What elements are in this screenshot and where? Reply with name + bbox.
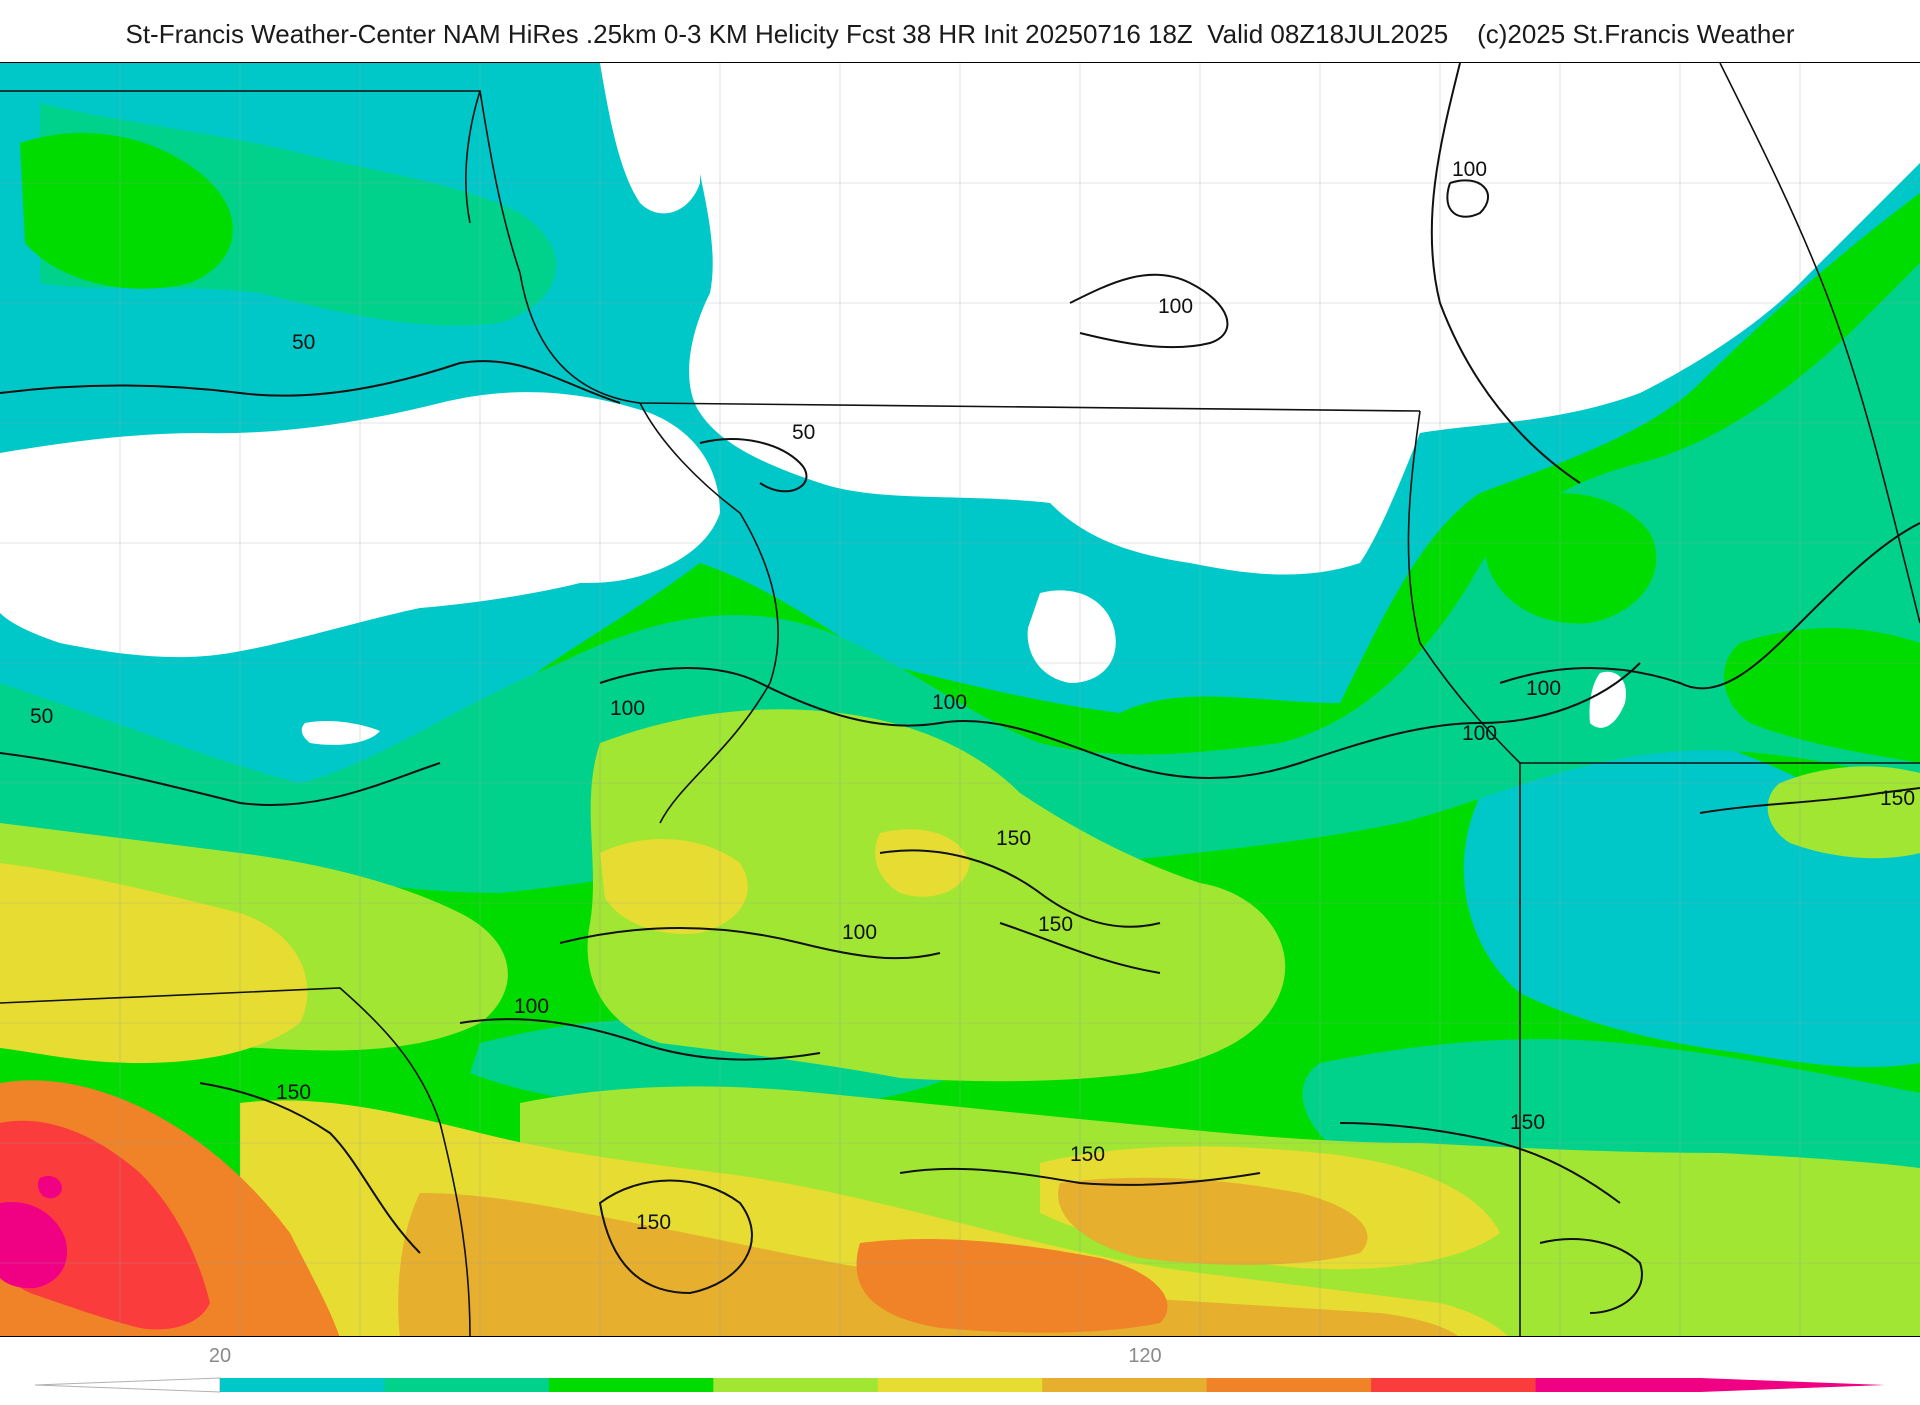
field-green-ne — [1485, 493, 1657, 624]
contour-label: 50 — [792, 421, 815, 444]
legend-tick-label: 120 — [1128, 1345, 1161, 1367]
legend-bin — [1042, 1378, 1208, 1392]
contour-label: 150 — [996, 827, 1031, 850]
legend-bin — [877, 1378, 1043, 1392]
legend-bin — [548, 1378, 714, 1392]
field-white-lake-small — [301, 720, 380, 745]
contour-label: 150 — [636, 1211, 671, 1234]
legend-bins — [220, 1378, 1701, 1392]
contour-label: 150 — [1070, 1143, 1105, 1166]
map-title: St-Francis Weather-Center NAM HiRes .25k… — [125, 19, 1795, 49]
county-grid — [0, 63, 1920, 1336]
field-yellow-west — [0, 863, 308, 1063]
contour-label: 100 — [1158, 295, 1193, 318]
field-magenta-sw — [0, 1202, 67, 1289]
field-orange-south — [856, 1238, 1168, 1333]
contour-label: 100 — [1462, 722, 1497, 745]
field-white-north — [689, 63, 1920, 575]
helicity-map: 50 50 50 100 100 100 100 100 100 100 100… — [0, 62, 1920, 1337]
legend-low-arrow — [34, 1377, 221, 1393]
contour-label-group: 50 50 50 100 100 100 100 100 100 100 100… — [30, 158, 1915, 1234]
field-white-northwest-strip — [600, 63, 720, 214]
field-green-nw — [20, 133, 233, 289]
field-yellow-center-right — [875, 829, 970, 897]
contour-label: 100 — [932, 691, 967, 714]
contour-label: 100 — [842, 921, 877, 944]
field-white-east-lake — [1589, 671, 1626, 728]
field-magenta-spot — [37, 1176, 62, 1199]
contour-label: 100 — [1452, 158, 1487, 181]
field-gold-south — [398, 1193, 1458, 1336]
contour-label: 150 — [1880, 787, 1915, 810]
legend-bin — [1371, 1378, 1536, 1392]
contour-label: 50 — [292, 331, 315, 354]
contour-label: 150 — [276, 1081, 311, 1104]
map-canvas: 50 50 50 100 100 100 100 100 100 100 100… — [0, 63, 1920, 1336]
field-gold-se — [1058, 1177, 1368, 1265]
legend-canvas: 20 120 — [34, 1345, 1885, 1393]
color-legend: 20 120 — [0, 1340, 1920, 1400]
field-lime-east — [1767, 766, 1920, 859]
contour-label: 150 — [1038, 913, 1073, 936]
field-white-lake — [1027, 590, 1116, 683]
contour-label: 150 — [1510, 1111, 1545, 1134]
legend-high-arrow — [1700, 1378, 1885, 1392]
legend-tick-label: 20 — [209, 1345, 231, 1367]
field-yellow-central — [600, 839, 748, 934]
legend-bin — [1535, 1378, 1701, 1392]
contour-label: 100 — [610, 697, 645, 720]
legend-bin — [384, 1378, 550, 1392]
legend-bin — [713, 1378, 879, 1392]
legend-bin — [220, 1378, 385, 1392]
contour-label: 50 — [30, 705, 53, 728]
legend-bin — [1206, 1378, 1372, 1392]
contour-label: 100 — [514, 995, 549, 1018]
field-green-east — [1723, 628, 1920, 763]
state-borders — [0, 63, 1920, 1336]
contour-label: 100 — [1526, 677, 1561, 700]
helicity-contours — [0, 63, 1920, 1314]
